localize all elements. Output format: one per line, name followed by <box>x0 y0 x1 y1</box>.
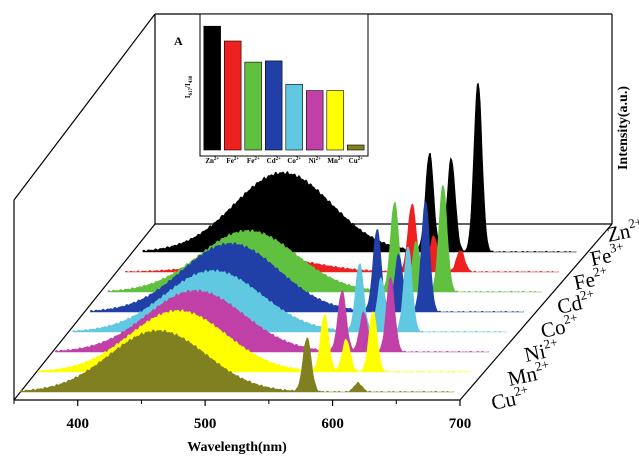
inset-category-charge: 2+ <box>234 157 240 162</box>
inset-category-charge: 2+ <box>316 157 322 162</box>
inset-bar-ni-5 <box>305 90 324 151</box>
ion-label-zn-7: Zn2+ <box>604 214 639 247</box>
x-tick-label: 500 <box>194 416 217 432</box>
ion-charge: 2+ <box>513 381 530 399</box>
spectrum-zn-2plus <box>142 82 577 253</box>
inset-category-charge: 2+ <box>338 157 344 162</box>
frame-floor-left <box>13 223 156 401</box>
inset-bar-fe-2 <box>244 61 262 151</box>
ion-charge: 2+ <box>534 357 551 375</box>
inset-category-label: Fe2+ <box>247 157 260 165</box>
x-axis-label: Wavelength(nm) <box>187 440 287 455</box>
inset-category-label: Mn2+ <box>327 157 343 165</box>
inset-category-charge: 2+ <box>358 157 364 162</box>
inset-category-charge: 2+ <box>296 157 302 162</box>
inset-category-label: Cd2+ <box>267 157 281 165</box>
ion-labels-group: Cu2+Mn2+Ni2+Co2+Cd2+Fe2+Fe3+Zn2+ <box>489 214 639 415</box>
y-axis-label: Intensity(a.u.) <box>616 86 631 170</box>
inset-bar-fe-1 <box>224 40 242 151</box>
ion-charge: 2+ <box>542 334 559 352</box>
inset-category-label: Co2+ <box>287 157 301 165</box>
ion-charge: 3+ <box>608 238 625 256</box>
ion-charge: 2+ <box>627 214 639 232</box>
ion-charge: 2+ <box>592 262 609 280</box>
x-tick-label: 600 <box>321 416 344 432</box>
inset-category-label: Fe2+ <box>226 157 239 165</box>
inset-panel-label: A <box>174 34 183 48</box>
x-tick-label: 400 <box>66 416 89 432</box>
inset-bar-zn-0 <box>203 25 221 151</box>
x-tick-label: 700 <box>449 416 472 432</box>
inset-bar-co-4 <box>285 84 303 151</box>
inset-bar-cu-7 <box>346 144 365 151</box>
inset-category-charge: 2+ <box>214 157 220 162</box>
inset-category-labels: Zn2+ Fe2+ Fe2+ Cd2+ Co2+ Ni2+ Mn2+ Cu2+ <box>205 157 363 165</box>
ion-charge: 2+ <box>579 285 596 303</box>
inset-category-label: Cu2+ <box>349 157 363 165</box>
inset-bars-group <box>203 25 365 151</box>
inset-bar-cd-3 <box>264 60 283 151</box>
inset-category-label: Ni2+ <box>309 157 322 165</box>
inset-category-label: Zn2+ <box>205 157 219 165</box>
ion-charge: 2+ <box>562 309 579 327</box>
inset-bar-mn-6 <box>326 90 344 151</box>
frame-floor-right <box>459 223 613 401</box>
inset-category-charge: 2+ <box>276 157 282 162</box>
inset-y-axis-label: I617/I430 <box>184 75 194 98</box>
inset-bar-chart: A I617/I430 Zn2+ Fe2+ Fe2+ Cd2+ Co2+ Ni2+ Mn2+… <box>174 13 369 165</box>
frame-left-diagonal <box>13 13 156 201</box>
spectra-group <box>20 82 577 393</box>
x-ticks-group: 400 500 600 700 <box>13 400 472 432</box>
inset-category-charge: 2+ <box>254 157 259 162</box>
spectrum-cu-2plus <box>20 329 454 393</box>
